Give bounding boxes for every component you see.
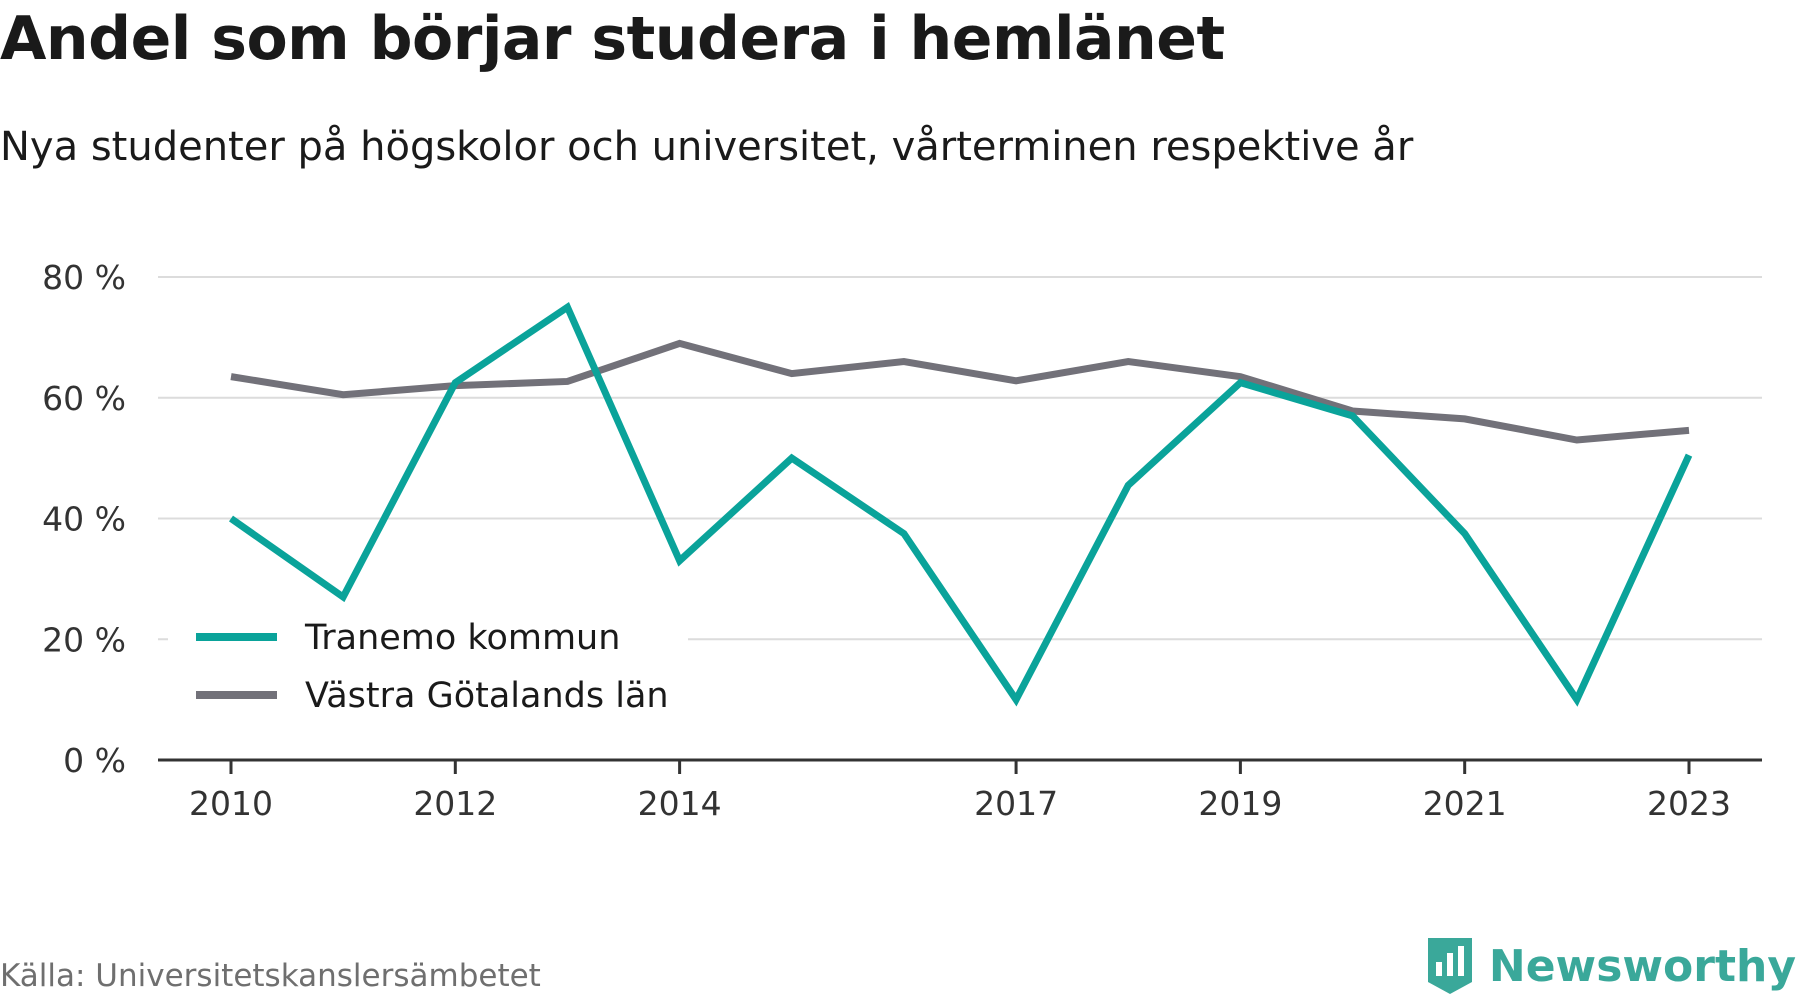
y-tick-label: 80 % [42,258,126,297]
x-axis: 2010 2012 2014 2017 2019 2021 2023 [158,758,1762,823]
series-lines [228,301,1693,707]
legend-background [168,606,688,726]
x-tick-label: 2021 [1423,784,1507,823]
y-tick-label: 60 % [42,379,126,418]
brand-name: Newsworthy [1488,940,1796,992]
series-line-1 [228,301,1693,707]
legend: Tranemo kommun Västra Götalands län [168,606,688,726]
grid-lines [158,276,1762,641]
x-tick-label: 2019 [1198,784,1282,823]
x-tick-label: 2012 [413,784,497,823]
x-tick-label: 2017 [974,784,1058,823]
source-note: Källa: Universitetskanslersämbetet [0,958,541,994]
y-axis-tick-labels: 0 % 20 % 40 % 60 % 80 % [42,258,126,780]
chart-title: Andel som börjar studera i hemlänet [0,4,1225,74]
y-tick-label: 40 % [42,500,126,539]
legend-label: Tranemo kommun [304,618,620,658]
x-tick-label: 2023 [1647,784,1731,823]
newsworthy-logo-icon [1427,938,1472,994]
chart-subtitle: Nya studenter på högskolor och universit… [0,124,1414,170]
y-tick-label: 0 % [63,741,126,780]
y-tick-label: 20 % [42,620,126,659]
legend-label: Västra Götalands län [305,676,669,716]
x-tick-label: 2010 [189,784,273,823]
brand-logo-block: Newsworthy [1425,936,1796,996]
series-line-2 [230,339,1690,444]
x-tick-label: 2014 [638,784,722,823]
line-chart: 0 % 20 % 40 % 60 % 80 % 2010 2012 2014 2017 2019… [42,258,1762,823]
